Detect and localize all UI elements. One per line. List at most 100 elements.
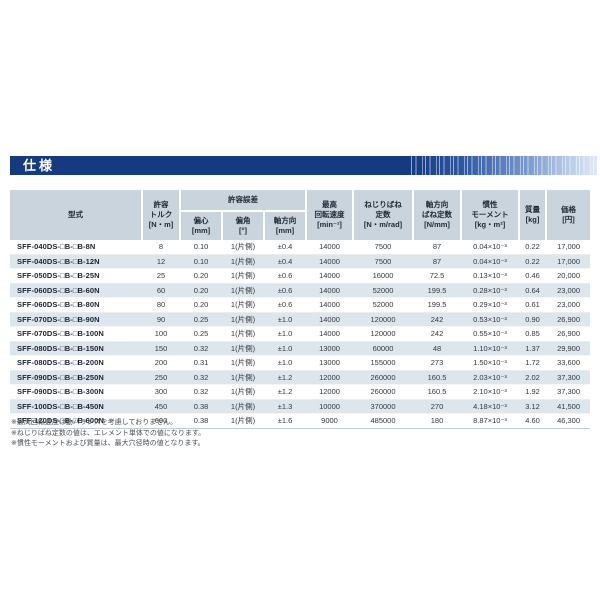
spec-table-body: SFF-040DS-□B-□B-8N 8 0.10 1(片側) ±0.4 14000 750… xyxy=(10,240,591,429)
cell-axial-misalignment: ±1.0 xyxy=(264,355,307,371)
cell-mass: 1.72 xyxy=(519,355,547,371)
cell-moment-of-inertia: 0.29×10⁻³ xyxy=(461,297,520,313)
cell-axial-misalignment: ±0.4 xyxy=(264,254,307,269)
cell-axial-misalignment: ±1.2 xyxy=(264,370,307,385)
cell-max-rotation-speed: 12000 xyxy=(306,370,354,385)
table-row: SFF-050DS-□B-□B-25N 25 0.20 1(片側) ±0.6 14000 1… xyxy=(10,268,591,284)
cell-angular-misalignment: 1(片側) xyxy=(222,341,264,356)
cell-torsional-spring-constant: 52000 xyxy=(353,283,414,298)
cell-angular-misalignment: 1(片側) xyxy=(222,297,264,313)
cell-model: SFF-040DS-□B-□B-12N xyxy=(10,254,142,269)
cell-axial-misalignment: ±1.2 xyxy=(264,384,307,400)
cell-moment-of-inertia: 4.18×10⁻³ xyxy=(461,399,520,414)
cell-moment-of-inertia: 8.87×10⁻³ xyxy=(461,413,520,429)
cell-allowable-torque: 80 xyxy=(142,297,180,313)
table-row: SFF-040DS-□B-□B-12N 12 0.10 1(片側) ±0.4 14000 7… xyxy=(10,254,591,269)
table-row: SFF-080DS-□B-□B-200N 200 0.31 1(片側) ±1.0 1300… xyxy=(10,355,591,371)
cell-allowable-torque: 100 xyxy=(142,326,180,342)
cell-eccentricity: 0.20 xyxy=(180,297,222,313)
header-eccentricity: 偏心 [mm] xyxy=(179,211,222,240)
footnotes: ※最高回転速度は動バランスを考慮しておりません。 ※ねじりばね定数の値は、エレメ… xyxy=(11,418,590,450)
table-row: SFF-060DS-□B-□B-80N 80 0.20 1(片側) ±0.6 14000 5… xyxy=(10,297,591,313)
cell-angular-misalignment: 1(片側) xyxy=(222,370,264,385)
header-axial-misalignment: 軸方向 [mm] xyxy=(262,211,307,240)
cell-axial-spring-constant: 180 xyxy=(413,413,462,429)
page-title: 仕様 xyxy=(23,158,56,173)
cell-eccentricity: 0.25 xyxy=(180,312,222,327)
cell-price: 37,300 xyxy=(546,384,591,400)
cell-max-rotation-speed: 14000 xyxy=(306,326,354,342)
cell-max-rotation-speed: 10000 xyxy=(306,399,354,414)
cell-max-rotation-speed: 14000 xyxy=(306,268,354,284)
footnote-inertia-mass: ※慣性モーメントおよび質量は、最大穴径時の値となります。 xyxy=(11,440,205,447)
cell-model: SFF-090DS-□B-□B-250N xyxy=(10,370,142,385)
cell-eccentricity: 0.31 xyxy=(180,355,222,371)
cell-torsional-spring-constant: 7500 xyxy=(353,240,414,255)
cell-max-rotation-speed: 13000 xyxy=(306,341,354,356)
cell-axial-spring-constant: 160.5 xyxy=(413,384,462,400)
cell-price: 17,000 xyxy=(546,254,591,269)
header-allowable-torque: 許容 トルク [N・m] xyxy=(141,190,180,240)
cell-max-rotation-speed: 12000 xyxy=(306,384,354,400)
cell-axial-misalignment: ±1.3 xyxy=(264,399,307,414)
cell-mass: 0.85 xyxy=(519,326,547,342)
header-torsional-spring-constant: ねじりばね 定数 [N・m/rad] xyxy=(352,190,414,240)
cell-axial-misalignment: ±1.0 xyxy=(264,326,307,342)
cell-price: 33,600 xyxy=(546,355,591,371)
cell-price: 26,900 xyxy=(546,312,591,327)
cell-axial-misalignment: ±0.6 xyxy=(264,268,307,284)
cell-max-rotation-speed: 14000 xyxy=(306,297,354,313)
cell-axial-misalignment: ±1.0 xyxy=(264,312,307,327)
decorative-stripes xyxy=(409,156,597,175)
cell-allowable-torque: 200 xyxy=(142,355,180,371)
cell-axial-spring-constant: 199.5 xyxy=(413,297,462,313)
cell-model: SFF-050DS-□B-□B-25N xyxy=(10,268,142,284)
table-row: SFF-060DS-□B-□B-60N 60 0.20 1(片側) ±0.6 14000 5… xyxy=(10,283,591,298)
cell-max-rotation-speed: 9000 xyxy=(306,413,354,429)
cell-angular-misalignment: 1(片側) xyxy=(222,413,264,429)
cell-torsional-spring-constant: 60000 xyxy=(353,341,414,356)
cell-moment-of-inertia: 0.04×10⁻³ xyxy=(461,240,520,255)
cell-eccentricity: 0.10 xyxy=(180,254,222,269)
table-row: SFF-090DS-□B-□B-300N 300 0.32 1(片側) ±1.2 1200… xyxy=(10,384,591,400)
cell-mass: 0.22 xyxy=(519,240,547,255)
cell-eccentricity: 0.32 xyxy=(180,384,222,400)
cell-price: 20,000 xyxy=(546,268,591,284)
cell-price: 37,300 xyxy=(546,370,591,385)
cell-model: SFF-120DS-□B-□B-600N xyxy=(10,413,142,429)
cell-model: SFF-080DS-□B-□B-200N xyxy=(10,355,142,371)
cell-model: SFF-070DS-□B-□B-100N xyxy=(10,326,142,342)
cell-torsional-spring-constant: 16000 xyxy=(353,268,414,284)
cell-model: SFF-060DS-□B-□B-60N xyxy=(10,283,142,298)
cell-max-rotation-speed: 14000 xyxy=(306,283,354,298)
cell-angular-misalignment: 1(片側) xyxy=(222,240,264,255)
cell-moment-of-inertia: 1.50×10⁻³ xyxy=(461,355,520,371)
cell-moment-of-inertia: 0.28×10⁻³ xyxy=(461,283,520,298)
cell-model: SFF-090DS-□B-□B-300N xyxy=(10,384,142,400)
footnote-spring-constant: ※ねじりばね定数の値は、エレメント単体での値になります。 xyxy=(11,429,206,437)
cell-axial-spring-constant: 87 xyxy=(413,240,462,255)
cell-eccentricity: 0.20 xyxy=(180,283,222,298)
cell-axial-spring-constant: 199.5 xyxy=(413,283,462,298)
cell-moment-of-inertia: 0.55×10⁻³ xyxy=(461,326,520,342)
cell-mass: 2.02 xyxy=(519,370,547,385)
cell-eccentricity: 0.38 xyxy=(180,399,222,414)
cell-allowable-torque: 90 xyxy=(142,312,180,327)
cell-eccentricity: 0.38 xyxy=(180,413,222,429)
cell-moment-of-inertia: 1.10×10⁻³ xyxy=(461,341,520,356)
cell-model: SFF-070DS-□B-□B-90N xyxy=(10,312,142,327)
cell-angular-misalignment: 1(片側) xyxy=(222,355,264,371)
cell-mass: 0.46 xyxy=(519,268,547,284)
cell-mass: 3.12 xyxy=(519,399,547,414)
cell-allowable-torque: 60 xyxy=(142,283,180,298)
cell-torsional-spring-constant: 120000 xyxy=(353,312,414,327)
spec-table-header: 型式 許容 トルク [N・m] 許容誤差 最高 回転速度 [min⁻¹] ねじり… xyxy=(10,190,591,240)
cell-axial-spring-constant: 160.5 xyxy=(413,370,462,385)
cell-max-rotation-speed: 14000 xyxy=(306,312,354,327)
cell-max-rotation-speed: 14000 xyxy=(306,240,354,255)
cell-axial-misalignment: ±1.6 xyxy=(264,413,307,429)
cell-model: SFF-100DS-□B-□B-450N xyxy=(10,399,142,414)
cell-price: 26,900 xyxy=(546,326,591,342)
cell-model: SFF-080DS-□B-□B-150N xyxy=(10,341,142,356)
header-angular-misalignment: 偏角 [°] xyxy=(221,211,264,240)
